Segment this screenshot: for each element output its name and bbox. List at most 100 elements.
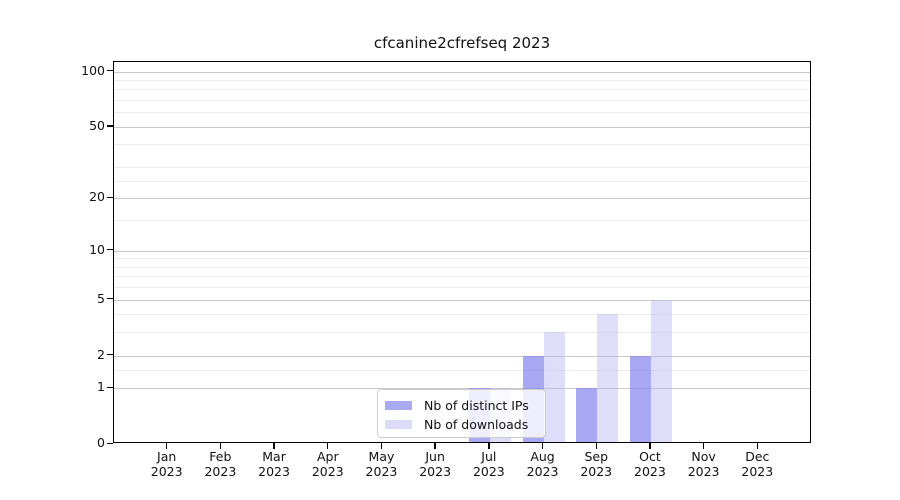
x-tick-month: Feb [209, 449, 232, 464]
x-tick-year: 2023 [258, 464, 290, 479]
bar-nb-of-downloads-oct [650, 299, 672, 443]
minor-gridline [114, 287, 810, 289]
bar-nb-of-downloads-sep [597, 314, 619, 443]
minor-gridline [114, 258, 810, 260]
minor-gridline [114, 100, 810, 102]
x-tick-mark [219, 443, 222, 449]
bar-nb-of-downloads-aug [543, 332, 565, 443]
x-tick-mark [434, 443, 436, 449]
x-tick-label: Jul 2023 [457, 449, 521, 479]
major-gridline [114, 71, 810, 73]
bar-nb-of-distinct-ips-sep [576, 388, 598, 443]
minor-gridline [114, 332, 810, 334]
minor-gridline [114, 89, 810, 91]
minor-gridline [114, 80, 810, 82]
x-tick-mark [541, 443, 544, 449]
bar-nb-of-distinct-ips-oct [629, 355, 651, 443]
legend-item-distinct-ips: Nb of distinct IPs [385, 396, 537, 415]
x-tick-month: Aug [530, 449, 555, 464]
x-tick-mark [702, 443, 705, 449]
y-tick-label: 100 [81, 62, 105, 78]
minor-gridline [114, 112, 810, 114]
x-tick-mark [165, 443, 168, 449]
y-tick-mark [106, 353, 113, 356]
y-tick-mark [106, 386, 113, 389]
x-tick-month: Jan [157, 449, 177, 464]
y-tick-mark [106, 196, 113, 199]
x-tick-year: 2023 [741, 464, 774, 479]
x-tick-month: Sep [584, 449, 608, 464]
x-tick-label: Nov 2023 [672, 449, 736, 479]
x-tick-year: 2023 [472, 464, 505, 479]
x-tick-month: Apr [316, 449, 339, 464]
x-tick-mark [273, 443, 275, 449]
x-tick-month: Nov [691, 449, 716, 464]
x-tick-year: 2023 [526, 464, 559, 479]
y-tick-mark [106, 69, 113, 72]
x-tick-mark [756, 443, 758, 449]
major-gridline [114, 250, 810, 252]
legend-swatch-distinct-ips [385, 401, 412, 410]
x-tick-year: 2023 [150, 464, 183, 479]
x-tick-mark [327, 443, 329, 449]
x-tick-label: Oct 2023 [618, 449, 682, 479]
minor-gridline [114, 266, 810, 268]
x-tick-month: Dec [745, 449, 770, 464]
x-tick-mark [488, 443, 490, 449]
y-tick-label: 2 [97, 346, 105, 362]
minor-gridline [114, 276, 810, 278]
y-tick-label: 10 [89, 241, 105, 257]
y-tick-mark [106, 442, 113, 444]
x-tick-month: Jul [481, 449, 497, 464]
legend-label-distinct-ips: Nb of distinct IPs [424, 398, 529, 413]
y-tick-label: 0 [97, 435, 105, 451]
minor-gridline [114, 144, 810, 146]
x-tick-label: Feb 2023 [188, 449, 252, 479]
x-tick-month: Jun [425, 449, 445, 464]
y-tick-label: 5 [97, 290, 105, 306]
legend-swatch-downloads [385, 420, 412, 429]
minor-gridline [114, 167, 810, 168]
major-gridline [114, 126, 810, 128]
x-tick-label: Dec 2023 [725, 449, 789, 479]
y-tick-label: 20 [89, 189, 105, 205]
x-tick-label: Mar 2023 [242, 449, 306, 479]
y-tick-mark [106, 248, 113, 251]
y-tick-mark [106, 125, 113, 127]
x-tick-month: Oct [639, 449, 661, 464]
x-tick-label: Sep 2023 [564, 449, 628, 479]
x-tick-month: May [368, 449, 395, 464]
x-tick-year: 2023 [311, 464, 344, 479]
x-tick-year: 2023 [687, 464, 720, 479]
minor-gridline [114, 370, 810, 372]
major-gridline [114, 388, 810, 390]
x-tick-label: Apr 2023 [296, 449, 360, 479]
x-tick-label: May 2023 [349, 449, 413, 479]
minor-gridline [114, 181, 810, 183]
x-tick-year: 2023 [419, 464, 452, 479]
x-tick-label: Jan 2023 [135, 449, 199, 479]
x-tick-label: Aug 2023 [511, 449, 575, 479]
x-tick-label: Jun 2023 [403, 449, 467, 479]
chart-title: cfcanine2cfrefseq 2023 [373, 34, 551, 52]
y-tick-label: 1 [97, 379, 105, 395]
major-gridline [114, 355, 810, 357]
legend-label-downloads: Nb of downloads [424, 417, 529, 432]
x-tick-year: 2023 [365, 464, 398, 479]
x-tick-month: Mar [262, 449, 286, 464]
legend: Nb of distinct IPs Nb of downloads [377, 389, 546, 438]
x-tick-year: 2023 [634, 464, 666, 479]
y-tick-label: 50 [89, 117, 105, 133]
major-gridline [114, 299, 810, 301]
x-tick-year: 2023 [580, 464, 613, 479]
legend-item-downloads: Nb of downloads [385, 415, 537, 434]
x-tick-mark [649, 443, 651, 449]
plot-area [113, 61, 811, 443]
minor-gridline [114, 314, 810, 316]
minor-gridline [114, 220, 810, 222]
major-gridline [114, 198, 810, 200]
x-tick-mark [380, 443, 383, 449]
y-tick-mark [106, 297, 113, 300]
x-tick-year: 2023 [204, 464, 237, 479]
